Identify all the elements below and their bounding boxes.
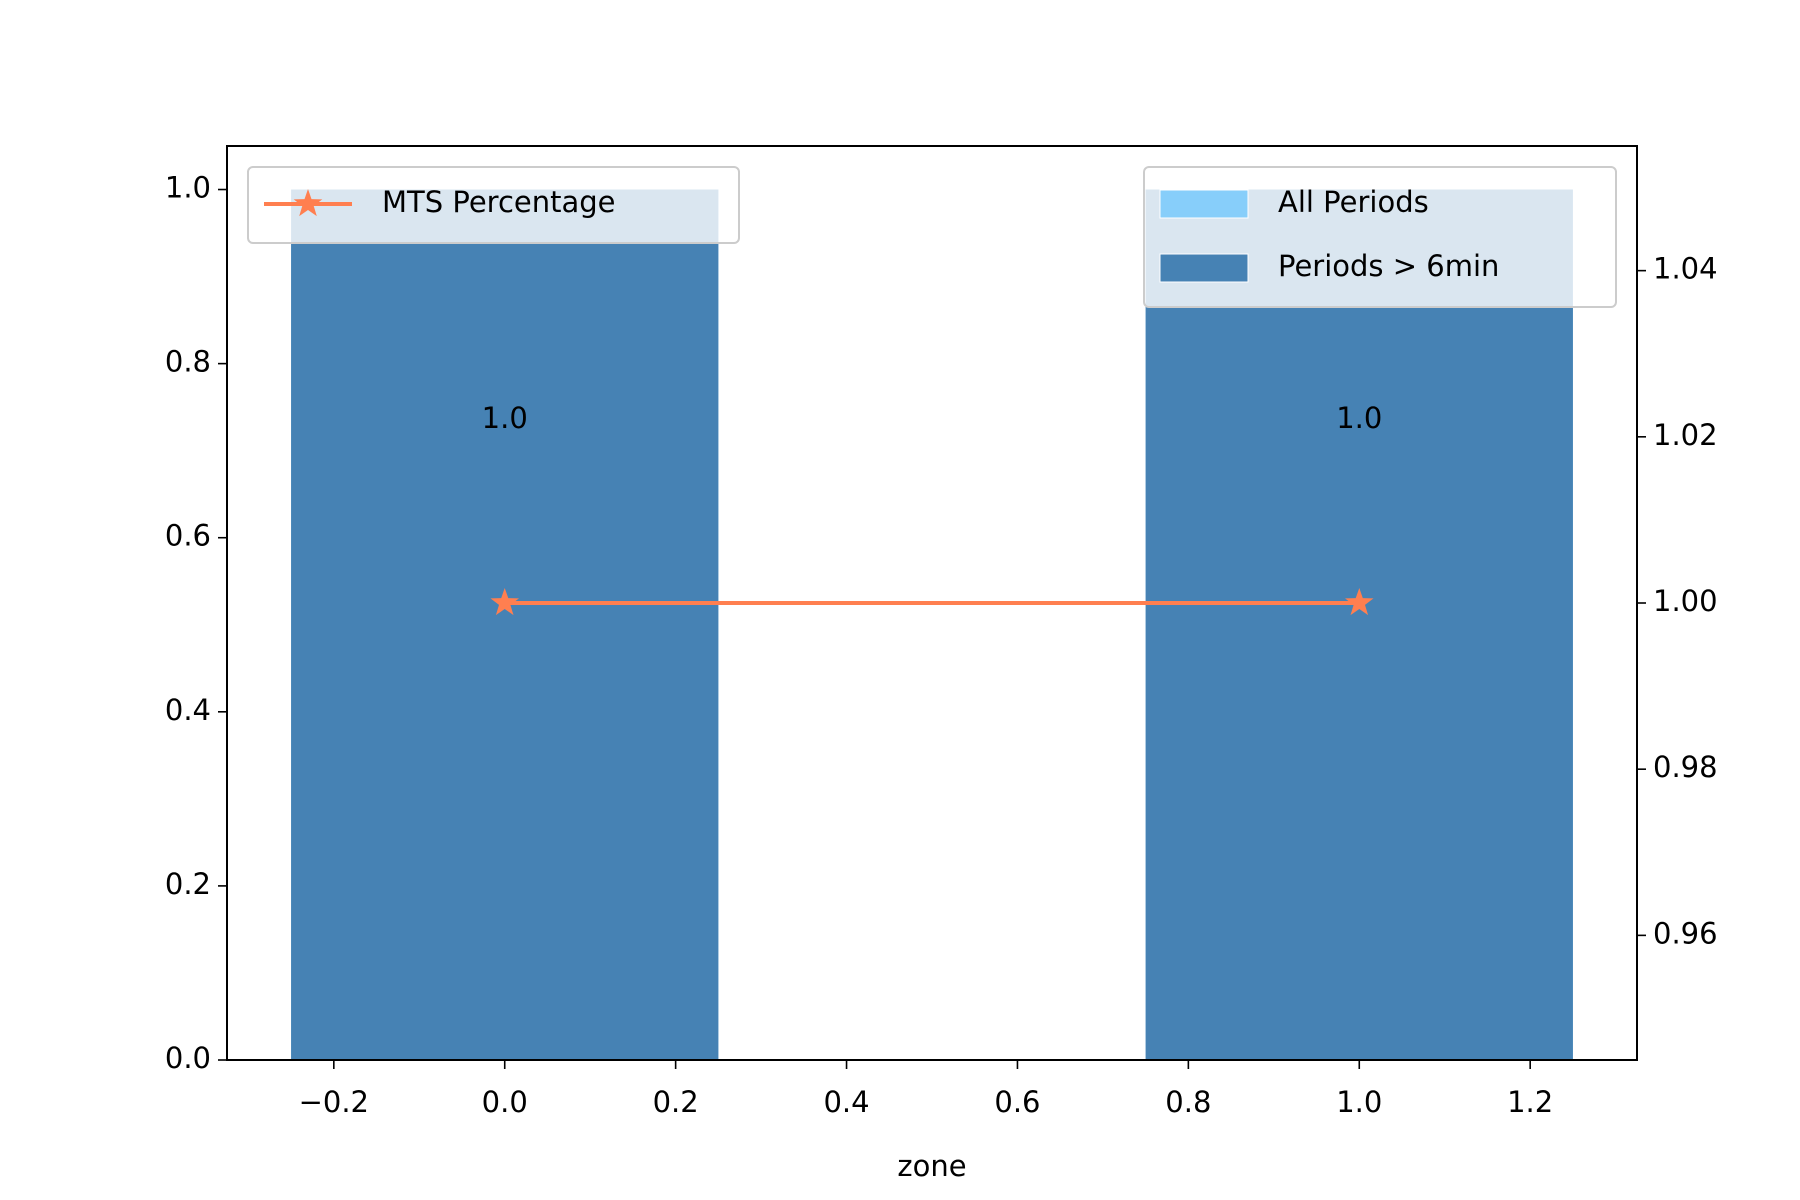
bar bbox=[291, 189, 719, 1060]
y-tick-label: 0.6 bbox=[165, 519, 211, 553]
x-tick-label: 0.8 bbox=[1165, 1085, 1211, 1119]
y2-tick-label: 1.04 bbox=[1653, 252, 1718, 286]
legend-swatch bbox=[1159, 189, 1249, 219]
y2-tick-label: 0.96 bbox=[1653, 916, 1718, 950]
marker bbox=[490, 588, 519, 616]
value-label: 1.0 bbox=[482, 401, 528, 435]
y-tick-label: 0.8 bbox=[165, 345, 211, 379]
y-tick-label: 0.0 bbox=[165, 1041, 211, 1075]
marker bbox=[1345, 588, 1374, 616]
value-label: 1.0 bbox=[1336, 401, 1382, 435]
legend-box bbox=[247, 166, 740, 244]
x-tick-label: 0.4 bbox=[823, 1085, 869, 1119]
legend-marker bbox=[293, 189, 323, 217]
y-tick-label: 1.0 bbox=[165, 171, 211, 205]
y-tick-label: 0.4 bbox=[165, 693, 211, 727]
bar bbox=[1145, 189, 1573, 1060]
x-tick-label: 0.6 bbox=[994, 1085, 1040, 1119]
legend-swatch bbox=[1159, 253, 1249, 283]
x-tick-label: −0.2 bbox=[299, 1085, 369, 1119]
legend-label: All Periods bbox=[1278, 185, 1429, 219]
y2-tick-label: 1.00 bbox=[1653, 584, 1718, 618]
y-tick-label: 0.2 bbox=[165, 867, 211, 901]
legend-label: Periods > 6min bbox=[1278, 249, 1499, 283]
x-tick-label: 1.0 bbox=[1336, 1085, 1382, 1119]
x-axis-label: zone bbox=[897, 1149, 966, 1183]
legend-label: MTS Percentage bbox=[382, 185, 616, 219]
legend-box bbox=[1143, 166, 1617, 308]
y2-tick-label: 1.02 bbox=[1653, 418, 1718, 452]
x-tick-label: 0.0 bbox=[482, 1085, 528, 1119]
x-tick-label: 0.2 bbox=[653, 1085, 699, 1119]
x-tick-label: 1.2 bbox=[1507, 1085, 1553, 1119]
y2-tick-label: 0.98 bbox=[1653, 750, 1718, 784]
